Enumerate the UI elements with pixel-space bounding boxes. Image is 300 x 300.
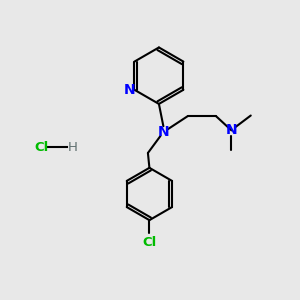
Text: N: N [158, 124, 169, 139]
Text: N: N [124, 83, 135, 97]
Text: Cl: Cl [34, 140, 49, 154]
Text: N: N [226, 123, 237, 137]
Text: Cl: Cl [142, 236, 157, 249]
Text: H: H [68, 140, 78, 154]
